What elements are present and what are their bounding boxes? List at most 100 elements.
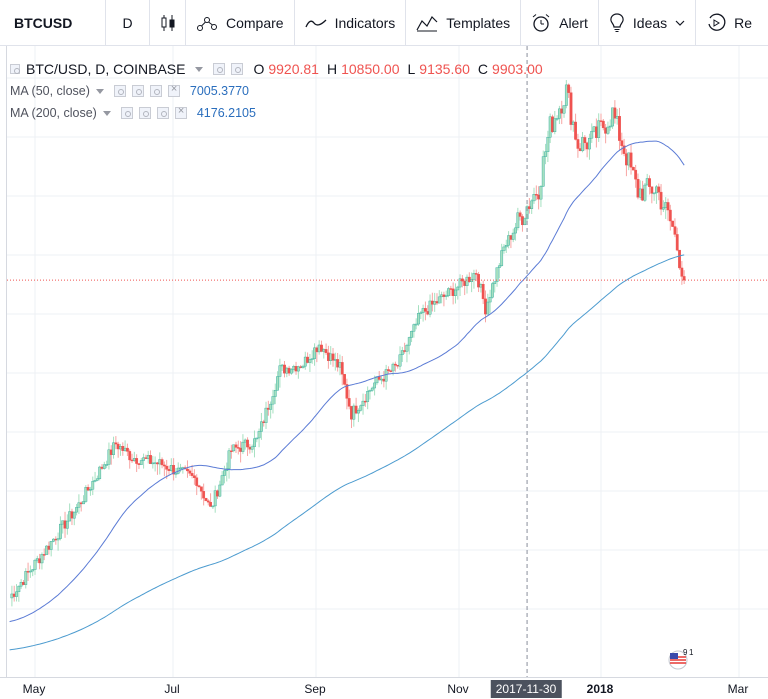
plus-icon[interactable] xyxy=(156,107,169,119)
candle-body xyxy=(645,178,649,186)
candle-body xyxy=(546,137,550,152)
candle-body xyxy=(165,465,169,470)
time-tick: Jul xyxy=(164,682,180,696)
candle-body xyxy=(250,446,254,450)
ma50-line xyxy=(9,140,685,623)
candle-body xyxy=(613,107,617,119)
candle-body xyxy=(680,267,684,277)
candle-body xyxy=(243,439,247,443)
symbol-search-button[interactable]: BTCUSD xyxy=(0,0,106,46)
candle-body xyxy=(682,276,686,281)
indicators-button[interactable]: Indicators xyxy=(295,0,407,46)
time-tick: Sep xyxy=(304,682,326,696)
candle-body xyxy=(493,281,497,284)
chart-pane[interactable] xyxy=(6,46,768,677)
candle-body xyxy=(209,501,212,507)
candle-body xyxy=(132,458,136,461)
candle-body xyxy=(264,407,268,423)
eye-icon[interactable] xyxy=(120,107,133,119)
alert-button[interactable]: Alert xyxy=(521,0,599,46)
candle-body xyxy=(567,84,571,93)
economic-events-flag-icon[interactable]: 9 1 xyxy=(666,647,694,671)
eye-icon[interactable] xyxy=(213,63,226,75)
price-chart[interactable] xyxy=(7,46,768,677)
candle-body xyxy=(652,192,656,195)
time-tick: May xyxy=(22,682,46,696)
caret-down-icon[interactable] xyxy=(95,88,104,94)
candle-body xyxy=(15,591,18,597)
close-icon[interactable] xyxy=(167,83,180,97)
plus-icon[interactable] xyxy=(149,85,162,97)
candle-body xyxy=(294,366,298,372)
candle-body xyxy=(130,459,134,462)
interval-button[interactable]: D xyxy=(106,0,150,46)
candle-body xyxy=(12,593,16,597)
candle-body xyxy=(119,446,122,450)
candle-body xyxy=(521,216,524,226)
candle-body xyxy=(655,186,658,194)
candle-body xyxy=(391,363,395,372)
ma200-line xyxy=(9,254,685,651)
candle-body xyxy=(421,308,425,313)
time-axis[interactable]: May Jul Sep Nov 2018 Mar 2017-11-30 xyxy=(0,677,768,699)
chart-type-button[interactable] xyxy=(150,0,186,46)
candle-body xyxy=(139,460,143,465)
candle-body xyxy=(583,137,587,144)
candle-body xyxy=(213,490,217,507)
candle-body xyxy=(22,582,25,585)
candle-body xyxy=(216,490,219,497)
candle-body xyxy=(45,545,48,555)
candle-body xyxy=(599,120,603,122)
candle-body xyxy=(35,558,39,561)
candle-body xyxy=(156,462,159,465)
svg-text:1: 1 xyxy=(689,648,694,657)
candle-body xyxy=(419,312,423,314)
candle-body xyxy=(292,366,296,370)
candle-body xyxy=(135,458,139,464)
close-icon[interactable] xyxy=(174,105,187,119)
close-value: 9903.00 xyxy=(492,61,543,77)
candle-body xyxy=(114,442,118,445)
gear-icon[interactable] xyxy=(138,107,151,119)
candle-body xyxy=(172,465,176,475)
candle-body xyxy=(273,390,277,397)
low-value: 9135.60 xyxy=(419,61,470,77)
candle-body xyxy=(523,218,527,226)
candle-body xyxy=(488,296,492,303)
candle-body xyxy=(486,301,490,315)
eye-icon[interactable] xyxy=(113,85,126,97)
candle-body xyxy=(384,369,388,382)
candle-body xyxy=(109,449,113,455)
gear-icon[interactable] xyxy=(231,63,244,75)
replay-button[interactable]: Re xyxy=(696,0,762,46)
candle-body xyxy=(65,520,69,529)
candle-body xyxy=(340,362,344,375)
candle-body xyxy=(59,523,62,539)
candle-body xyxy=(322,349,326,352)
candle-body xyxy=(363,400,367,403)
candle-body xyxy=(84,487,88,502)
compare-button[interactable]: Compare xyxy=(186,0,295,46)
candle-body xyxy=(232,444,236,452)
symbol-label: BTCUSD xyxy=(14,14,73,31)
candle-body xyxy=(271,396,275,405)
series-title: BTC/USD, D, COINBASE xyxy=(26,61,186,77)
candle-body xyxy=(357,410,360,414)
candle-body xyxy=(426,311,430,315)
gear-icon[interactable] xyxy=(131,85,144,97)
series-settings-toggle-icon[interactable] xyxy=(10,64,20,74)
candle-body xyxy=(442,294,446,297)
candle-body xyxy=(393,363,397,366)
caret-down-icon[interactable] xyxy=(195,66,204,72)
candle-body xyxy=(246,439,249,448)
candle-body xyxy=(359,405,363,411)
caret-down-icon[interactable] xyxy=(102,110,111,116)
candle-body xyxy=(77,502,81,508)
candle-body xyxy=(308,359,312,363)
candle-body xyxy=(581,137,584,152)
candle-body xyxy=(675,234,679,251)
templates-button[interactable]: Templates xyxy=(406,0,522,46)
candle-body xyxy=(262,421,266,423)
ideas-button[interactable]: Ideas xyxy=(599,0,697,46)
candle-body xyxy=(31,569,35,572)
